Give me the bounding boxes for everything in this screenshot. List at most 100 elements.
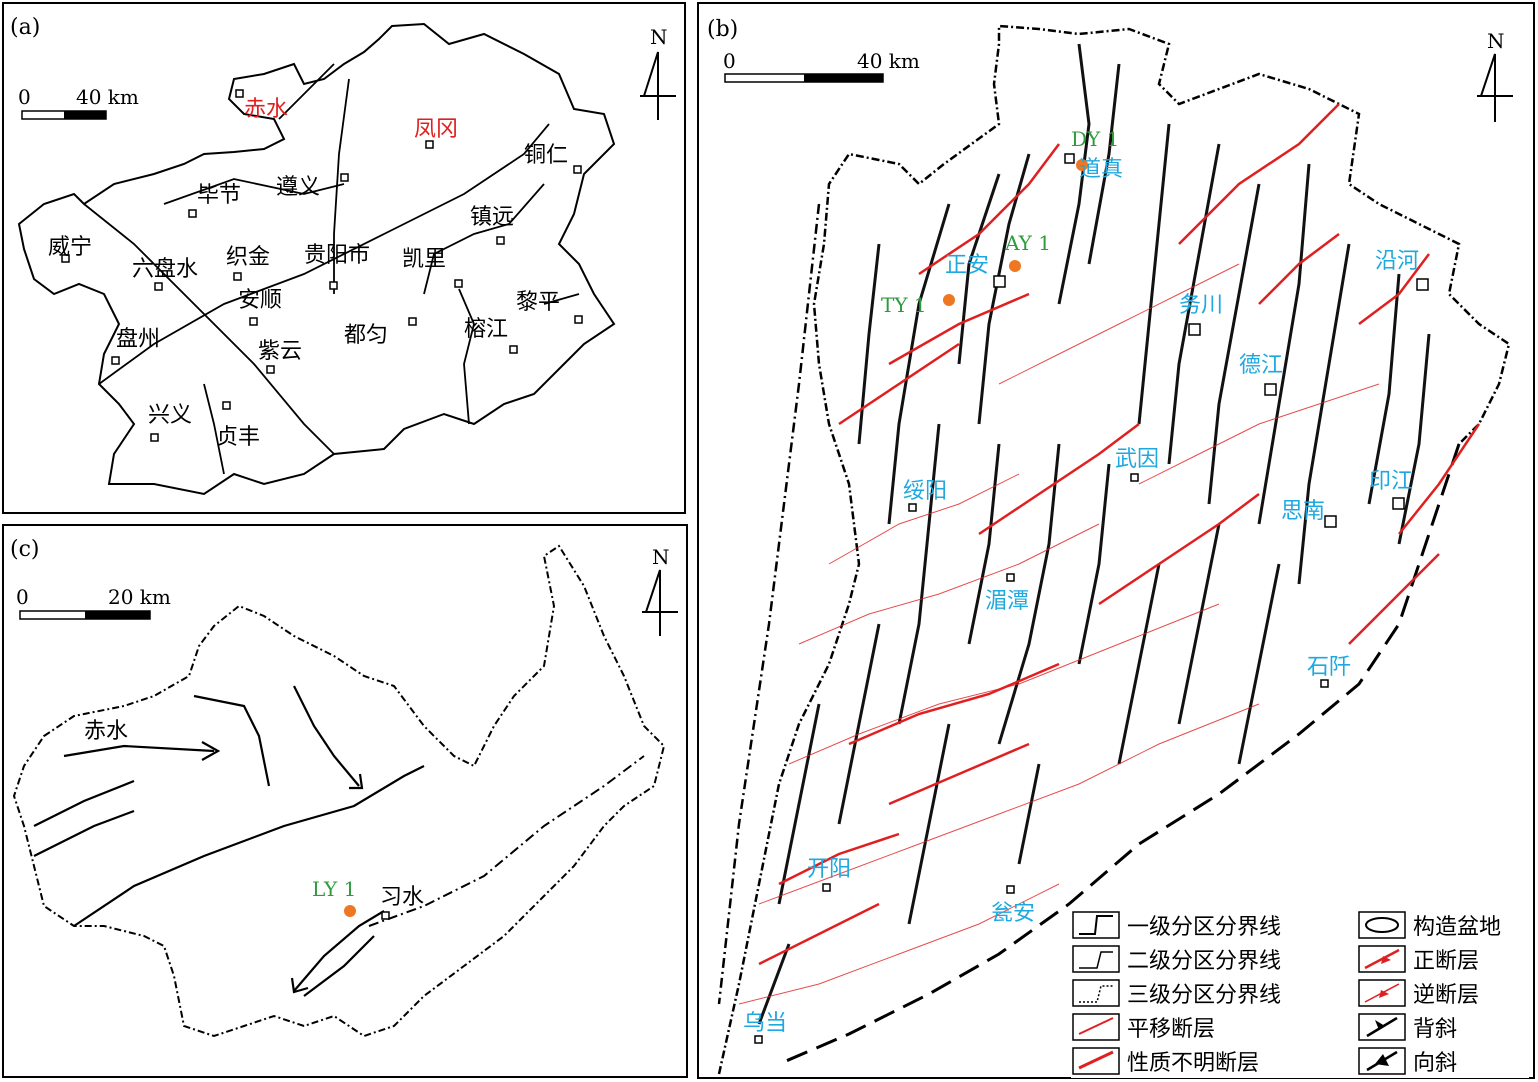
city-zunyi: 遵义 xyxy=(276,175,320,200)
panel-b-svg: (b) 0 40 km N xyxy=(707,17,1529,1078)
city-marker-xishui xyxy=(381,911,390,920)
north-arrow-icon: N xyxy=(642,545,678,636)
strike-slip-fault-icon xyxy=(1072,1013,1120,1041)
panel-c-scale-bar: 0 20 km xyxy=(16,585,171,620)
well-marker-ty1 xyxy=(943,294,955,306)
city-liupanshui: 六盘水 xyxy=(132,257,198,282)
city-bijie: 毕节 xyxy=(197,183,241,208)
panel-b-city-markers xyxy=(754,153,1429,1044)
north-arrow-icon: N xyxy=(1477,29,1513,122)
legend-label-6: 逆断层 xyxy=(1413,983,1479,1008)
panel-c-chishui-map: (c) 0 20 km N 赤水 习水 LY 1 xyxy=(2,524,688,1078)
well-dy1: DY 1 xyxy=(1071,127,1119,151)
city-wuchuan: 务川 xyxy=(1179,293,1223,318)
legend-label-10: 向斜 xyxy=(1413,1051,1457,1076)
city-daozhen: 道真 xyxy=(1079,157,1123,182)
legend-label-2: 构造盆地 xyxy=(1413,915,1501,940)
city-chishui-a: 赤水 xyxy=(244,97,288,122)
panel-a-city-markers xyxy=(61,89,583,442)
panel-b-faults xyxy=(758,103,1481,966)
city-zhijin: 织金 xyxy=(226,245,270,270)
panel-c-letter: (c) xyxy=(10,537,40,562)
panel-b-scale-bar: 0 40 km xyxy=(723,49,920,83)
reverse-fault-icon xyxy=(1358,979,1406,1007)
anticline-icon xyxy=(1358,1013,1406,1041)
legend-label-8: 背斜 xyxy=(1413,1017,1457,1042)
legend-label-4: 正断层 xyxy=(1413,949,1479,974)
legend-label-3: 二级分区分界线 xyxy=(1127,949,1281,974)
city-panzhou: 盘州 xyxy=(116,327,160,352)
city-rongjiang: 榕江 xyxy=(464,317,508,342)
well-marker-dy1 xyxy=(1076,159,1088,171)
city-xingyi: 兴义 xyxy=(148,403,192,428)
svg-text:N: N xyxy=(652,545,670,569)
city-wuyin: 武因 xyxy=(1115,447,1159,472)
panel-b-outline-dashdot xyxy=(717,24,1511,1075)
city-zhenfeng: 贞丰 xyxy=(216,425,260,450)
city-tongren: 铜仁 xyxy=(524,143,568,168)
legend-label-9: 性质不明断层 xyxy=(1127,1051,1259,1076)
svg-text:0: 0 xyxy=(723,49,736,73)
svg-text:40 km: 40 km xyxy=(857,49,920,73)
city-chishui-c: 赤水 xyxy=(84,719,128,744)
city-suiyang: 绥阳 xyxy=(903,479,947,504)
normal-fault-icon xyxy=(1358,945,1406,973)
well-ly1: LY 1 xyxy=(312,877,356,901)
panel-b-letter: (b) xyxy=(707,17,738,42)
svg-text:N: N xyxy=(1487,29,1505,53)
panel-b-fenggang-structure-map: (b) 0 40 km N xyxy=(697,2,1535,1079)
well-ty1: TY 1 xyxy=(881,293,927,317)
svg-text:N: N xyxy=(650,25,668,49)
panel-c-structures xyxy=(33,685,425,997)
svg-text:0: 0 xyxy=(16,585,29,609)
city-zhenyuan: 镇远 xyxy=(470,205,514,230)
city-wengan: 瓮安 xyxy=(991,901,1035,926)
city-zhengan: 正安 xyxy=(945,253,989,278)
city-meitan: 湄潭 xyxy=(985,589,1029,614)
legend-label-5: 三级分区分界线 xyxy=(1127,983,1281,1008)
panel-c-boundary-dashdot xyxy=(368,755,645,927)
panel-a-boundaries xyxy=(83,63,580,475)
tectonic-basin-icon xyxy=(1358,911,1406,939)
guizhou-outline xyxy=(17,22,616,496)
city-liping: 黎平 xyxy=(516,290,560,315)
panel-a-scale-bar: 0 40 km xyxy=(18,85,139,120)
city-yinjiang: 印江 xyxy=(1369,469,1413,494)
north-arrow-icon: N xyxy=(640,25,676,120)
chishui-outline xyxy=(12,544,666,1038)
panel-a-guizhou-map: (a) 0 40 km N 赤水 xyxy=(2,2,686,514)
panel-a-svg: (a) 0 40 km N 赤水 xyxy=(10,15,676,496)
panel-b-minor-faults xyxy=(738,263,1380,1005)
boundary-level2-icon xyxy=(1072,945,1120,973)
syncline-icon xyxy=(1358,1047,1406,1075)
legend-label-7: 平移断层 xyxy=(1127,1017,1215,1042)
city-sinan: 思南 xyxy=(1281,499,1325,524)
panel-b-boundary-west xyxy=(717,203,821,1005)
well-ay1: AY 1 xyxy=(1004,231,1051,255)
unknown-fault-icon xyxy=(1072,1047,1120,1075)
scale-zero: 0 xyxy=(18,85,31,109)
city-guiyang: 贵阳市 xyxy=(304,243,370,268)
boundary-level1-icon xyxy=(1072,911,1120,939)
panel-a-letter: (a) xyxy=(10,15,40,40)
panel-c-svg: (c) 0 20 km N 赤水 习水 LY 1 xyxy=(10,537,678,1038)
svg-text:20 km: 20 km xyxy=(108,585,171,609)
city-wudang: 乌当 xyxy=(743,1011,787,1036)
city-fenggang: 凤冈 xyxy=(414,117,458,142)
boundary-level3-icon xyxy=(1072,979,1120,1007)
legend-label-1: 一级分区分界线 xyxy=(1127,915,1281,940)
panel-b-fold-traces xyxy=(757,43,1431,1025)
well-marker-ay1 xyxy=(1009,260,1021,272)
panel-b-legend: 一级分区分界线 二级分区分界线 三级分区分界线 平移断层 性质不明断层 构造盆地 xyxy=(1071,908,1529,1078)
city-kaiyang: 开阳 xyxy=(807,857,851,882)
city-kaili: 凯里 xyxy=(402,247,446,272)
city-ziyun: 紫云 xyxy=(258,339,302,364)
city-shiqian: 石阡 xyxy=(1307,655,1351,680)
city-xishui: 习水 xyxy=(380,885,424,910)
city-duyun: 都匀 xyxy=(344,323,388,348)
city-dejiang: 德江 xyxy=(1239,353,1283,378)
city-yanhe: 沿河 xyxy=(1375,249,1419,274)
city-anshun: 安顺 xyxy=(238,288,282,313)
well-marker-ly1 xyxy=(344,905,356,917)
scale-dist: 40 km xyxy=(76,85,139,109)
